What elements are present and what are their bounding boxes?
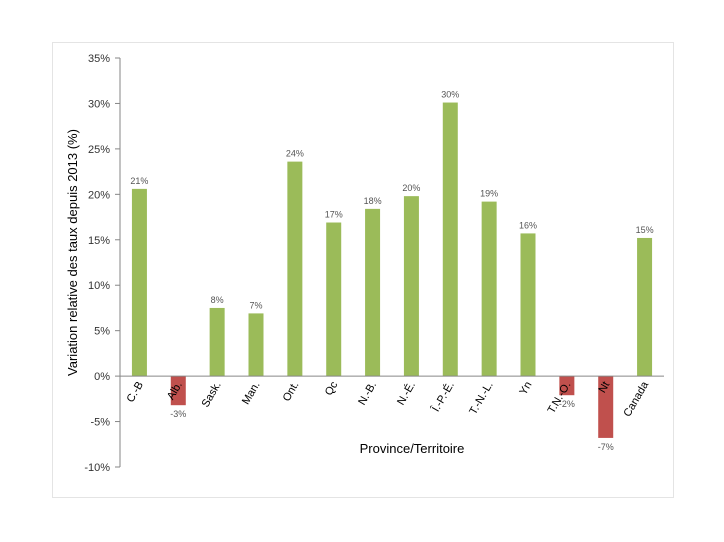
bar — [403, 196, 419, 377]
category-label: Canada — [622, 379, 652, 419]
y-tick-label: -10% — [84, 462, 110, 474]
data-label: 16% — [519, 220, 537, 230]
bar — [442, 102, 458, 377]
y-axis-title: Variation relative des taux depuis 2013 … — [65, 129, 80, 376]
data-label: 8% — [211, 295, 224, 305]
category-label: Qc — [323, 379, 341, 398]
category-label: T.-N.-L. — [467, 380, 495, 417]
data-labels: 21% -3% 8% 7% 24% 17% 18% 20% 30% 19% 16% -2% -7% 15% — [130, 90, 653, 452]
chart-frame — [52, 42, 674, 498]
category-label: Sask. — [200, 380, 224, 410]
bar — [287, 161, 303, 377]
data-label: -3% — [170, 409, 186, 419]
y-tick-label: 5% — [94, 326, 110, 338]
data-label: -7% — [598, 442, 614, 452]
category-label: T.N.-O. — [546, 380, 574, 416]
y-tick-label: 25% — [88, 144, 110, 156]
data-label: 21% — [130, 176, 148, 186]
bar — [209, 307, 225, 377]
category-label: C.-B — [125, 380, 146, 405]
bars — [131, 102, 653, 438]
y-axis-ticks: -10% -5% 0% 5% 10% 15% 20% 25% 30% 35% — [84, 53, 120, 474]
data-label: 19% — [480, 189, 498, 199]
bar — [131, 188, 147, 377]
bar — [559, 376, 575, 396]
data-label: 17% — [325, 210, 343, 220]
data-label: 30% — [441, 90, 459, 100]
category-label: Ont. — [281, 380, 302, 404]
y-tick-label: 30% — [88, 98, 110, 110]
y-tick-label: 20% — [88, 189, 110, 201]
y-tick-label: 15% — [88, 235, 110, 247]
y-tick-label: 0% — [94, 371, 110, 383]
data-label: 24% — [286, 149, 304, 159]
data-label: 18% — [364, 196, 382, 206]
bar — [520, 233, 536, 377]
data-label: 15% — [636, 225, 654, 235]
bar — [481, 201, 497, 377]
category-label: Nt — [596, 380, 612, 396]
bar — [326, 222, 342, 377]
category-label: Î.-P.-É. — [429, 379, 457, 415]
data-label: -2% — [559, 399, 575, 409]
y-tick-label: -5% — [90, 417, 110, 429]
y-tick-label: 10% — [88, 280, 110, 292]
category-label: N.-B. — [356, 380, 379, 408]
bar — [637, 237, 653, 377]
category-label: Yn — [517, 380, 534, 398]
y-tick-label: 35% — [88, 53, 110, 65]
data-label: 7% — [249, 300, 262, 310]
bar — [365, 208, 381, 377]
bar — [170, 376, 186, 406]
category-label: Man. — [240, 380, 263, 407]
data-label: 20% — [402, 183, 420, 193]
bar — [598, 376, 614, 438]
x-axis-title: Province/Territoire — [360, 441, 465, 456]
category-label: N.-É. — [394, 379, 418, 407]
bar — [248, 313, 264, 377]
